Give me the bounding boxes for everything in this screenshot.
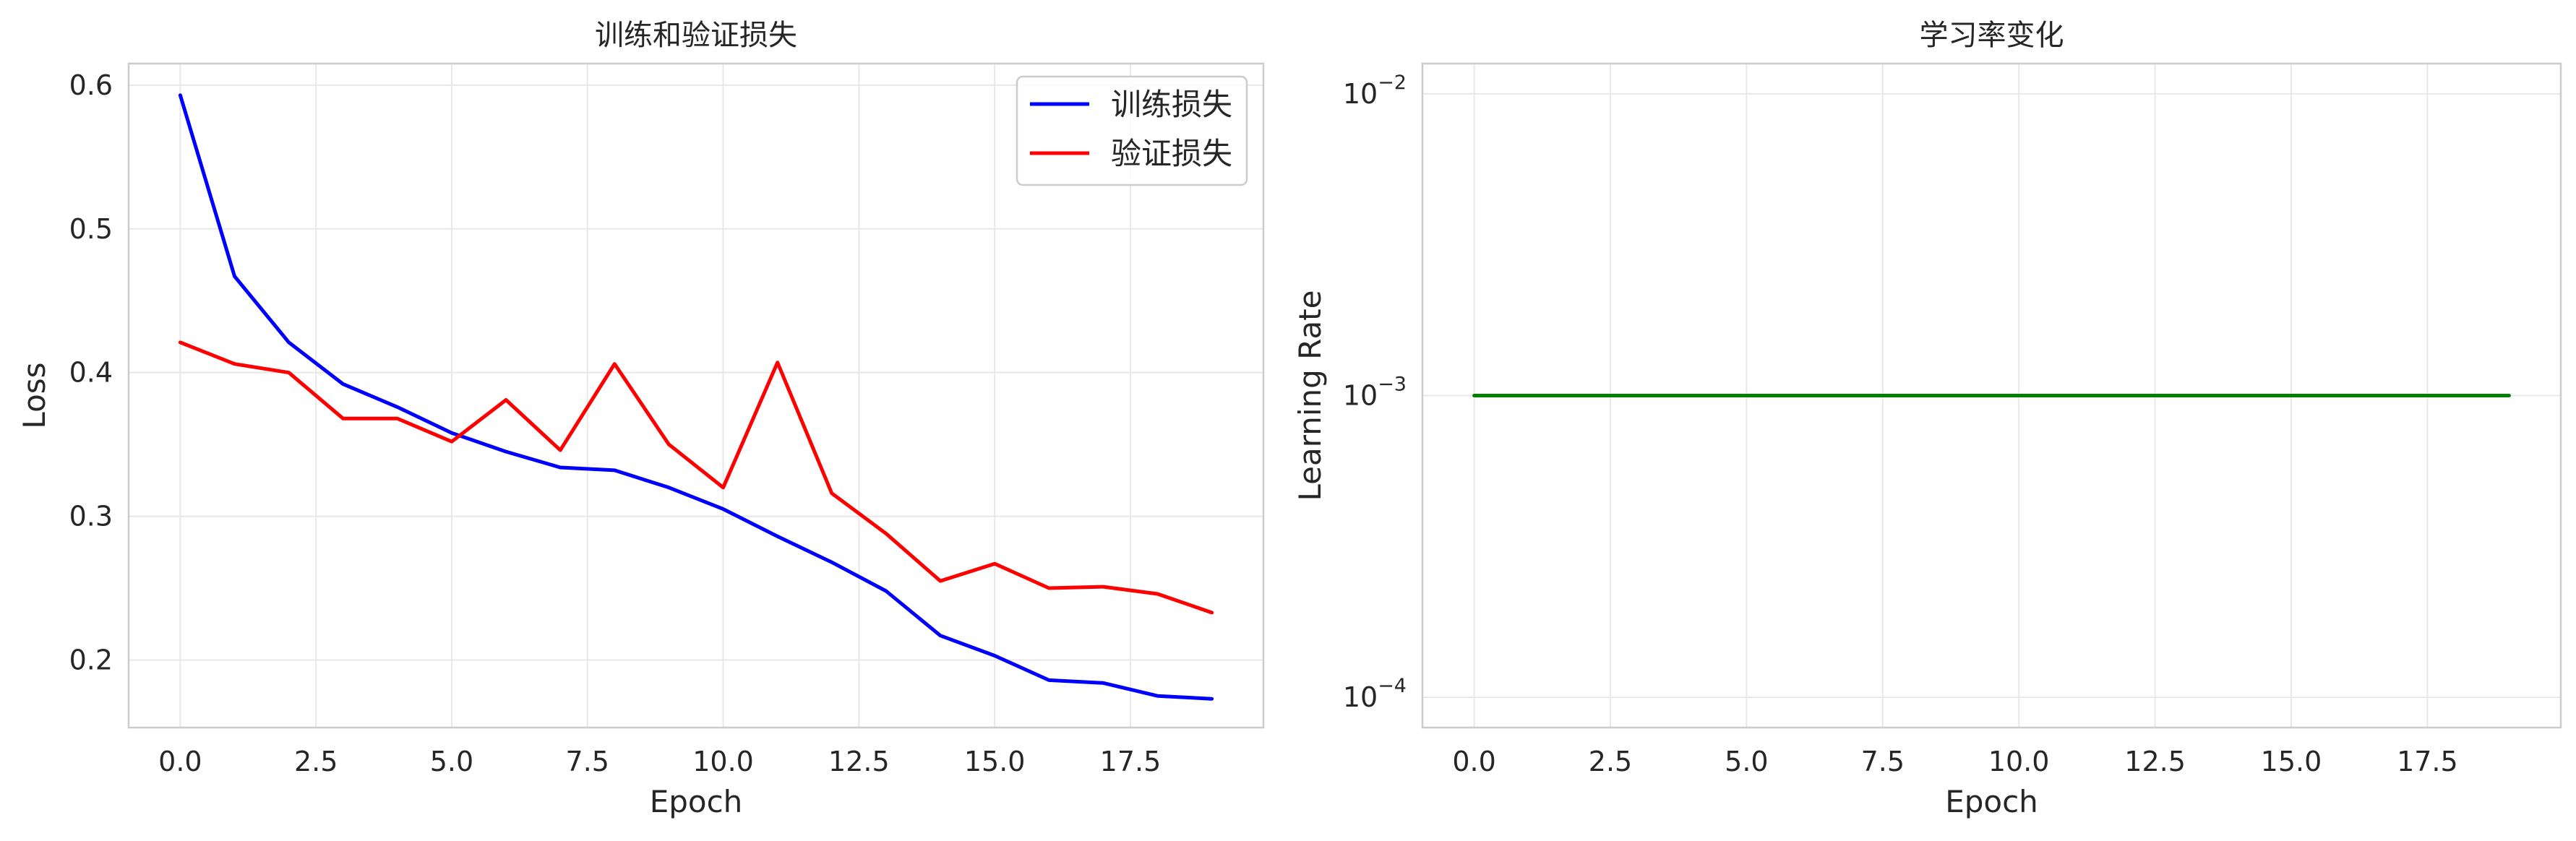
x-tick-label: 17.5 [1100,746,1162,777]
y-tick-label: 0.4 [69,357,113,389]
y-tick-label: 10−3 [1343,374,1407,412]
learning-rate-chart: 0.0 2.5 5.0 7.5 10.0 12.5 15.0 17.5 10−4 10−3 10−2… [1292,19,2562,819]
x-tick-label: 10.0 [1988,746,2050,777]
plot-frame [127,62,1265,729]
x-tick-label: 15.0 [2261,746,2322,777]
y-axis-label: Learning Rate [1292,290,1328,501]
legend-label: 验证损失 [1111,136,1232,171]
plot-frame [1421,62,2562,729]
y-tick-label: 0.3 [69,501,113,532]
x-tick-label: 12.5 [2124,746,2186,777]
y-axis-label: Loss [17,362,52,428]
x-tick-label: 0.0 [158,746,202,777]
x-tick-label: 10.0 [692,746,754,777]
x-tick-label: 5.0 [1725,746,1768,777]
x-tick-label: 5.0 [430,746,473,777]
chart-title: 训练和验证损失 [595,19,797,52]
x-tick-label: 7.5 [566,746,609,777]
x-tick-label: 7.5 [1861,746,1905,777]
chart-title: 学习率变化 [1920,19,2064,52]
x-tick-label: 0.0 [1452,746,1495,777]
y-tick-label: 0.2 [69,644,113,676]
x-tick-label: 12.5 [828,746,890,777]
series-line-2 [178,340,1214,615]
x-tick-label: 2.5 [294,746,338,777]
x-axis-label: Epoch [1945,784,2038,819]
series-line-1 [178,93,1214,701]
x-tick-label: 15.0 [964,746,1026,777]
legend-label: 训练损失 [1111,87,1232,122]
y-tick-label: 10−4 [1343,675,1407,713]
loss-chart: 0.0 2.5 5.0 7.5 10.0 12.5 15.0 17.5 0.2 0.3 0.4 0.5… [17,19,1265,819]
y-tick-label: 0.6 [69,69,113,101]
x-tick-label: 17.5 [2397,746,2458,777]
x-tick-label: 2.5 [1589,746,1632,777]
y-tick-label: 10−2 [1343,72,1407,110]
y-tick-label: 0.5 [69,213,113,245]
x-axis-label: Epoch [650,784,743,819]
